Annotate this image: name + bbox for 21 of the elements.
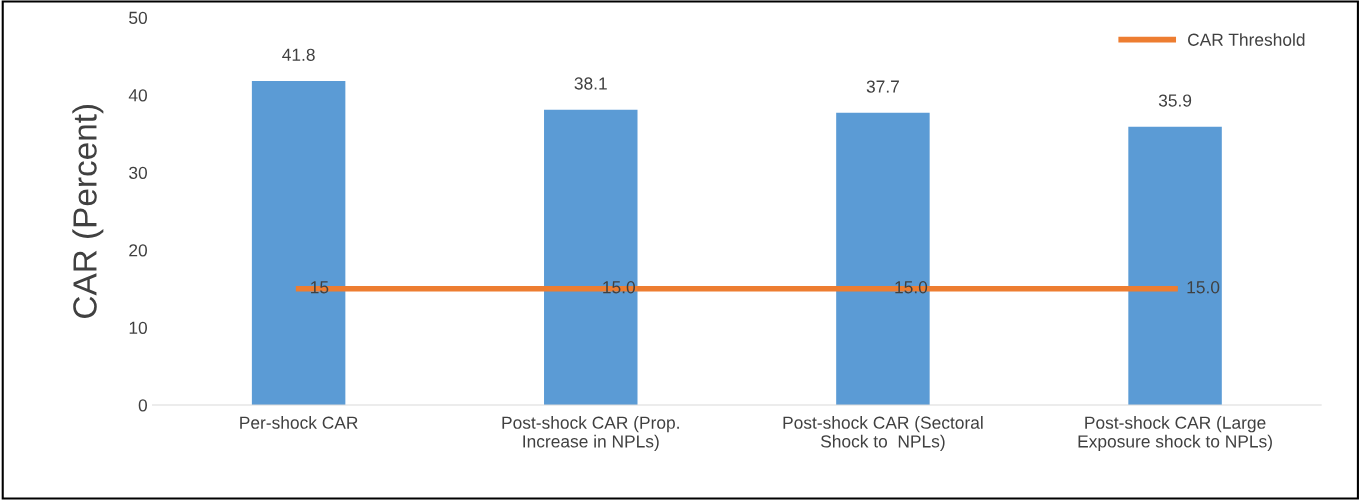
data-label: 15.0 [1187, 281, 1220, 294]
data-label: 38.1 [574, 77, 607, 90]
bar [1128, 126, 1222, 405]
y-tick-label: 30 [129, 166, 148, 179]
data-label: 41.8 [282, 48, 315, 61]
y-tick-label: 0 [138, 399, 147, 412]
x-tick-label: Post-shock CAR (Large Exposure shock to NPLs) [1078, 416, 1272, 451]
y-axis-title: CAR (Percent) [72, 104, 104, 318]
x-tick-label: Post-shock CAR (Sectoral Shock to NPLs) [783, 416, 983, 451]
bar [251, 81, 346, 405]
data-label: 35.9 [1158, 94, 1192, 107]
bar [544, 109, 638, 405]
y-tick-label: 50 [129, 11, 148, 24]
legend-label: CAR Threshold [1188, 33, 1305, 46]
y-tick-label: 20 [129, 244, 148, 257]
y-tick-label: 40 [128, 89, 148, 102]
y-tick-label: 10 [129, 321, 148, 334]
bar [836, 112, 930, 405]
data-label: 37.7 [866, 80, 899, 93]
x-tick-label: Per-shock CAR [240, 416, 358, 429]
x-tick-label: Post-shock CAR (Prop. Increase in NPLs) [502, 416, 679, 451]
